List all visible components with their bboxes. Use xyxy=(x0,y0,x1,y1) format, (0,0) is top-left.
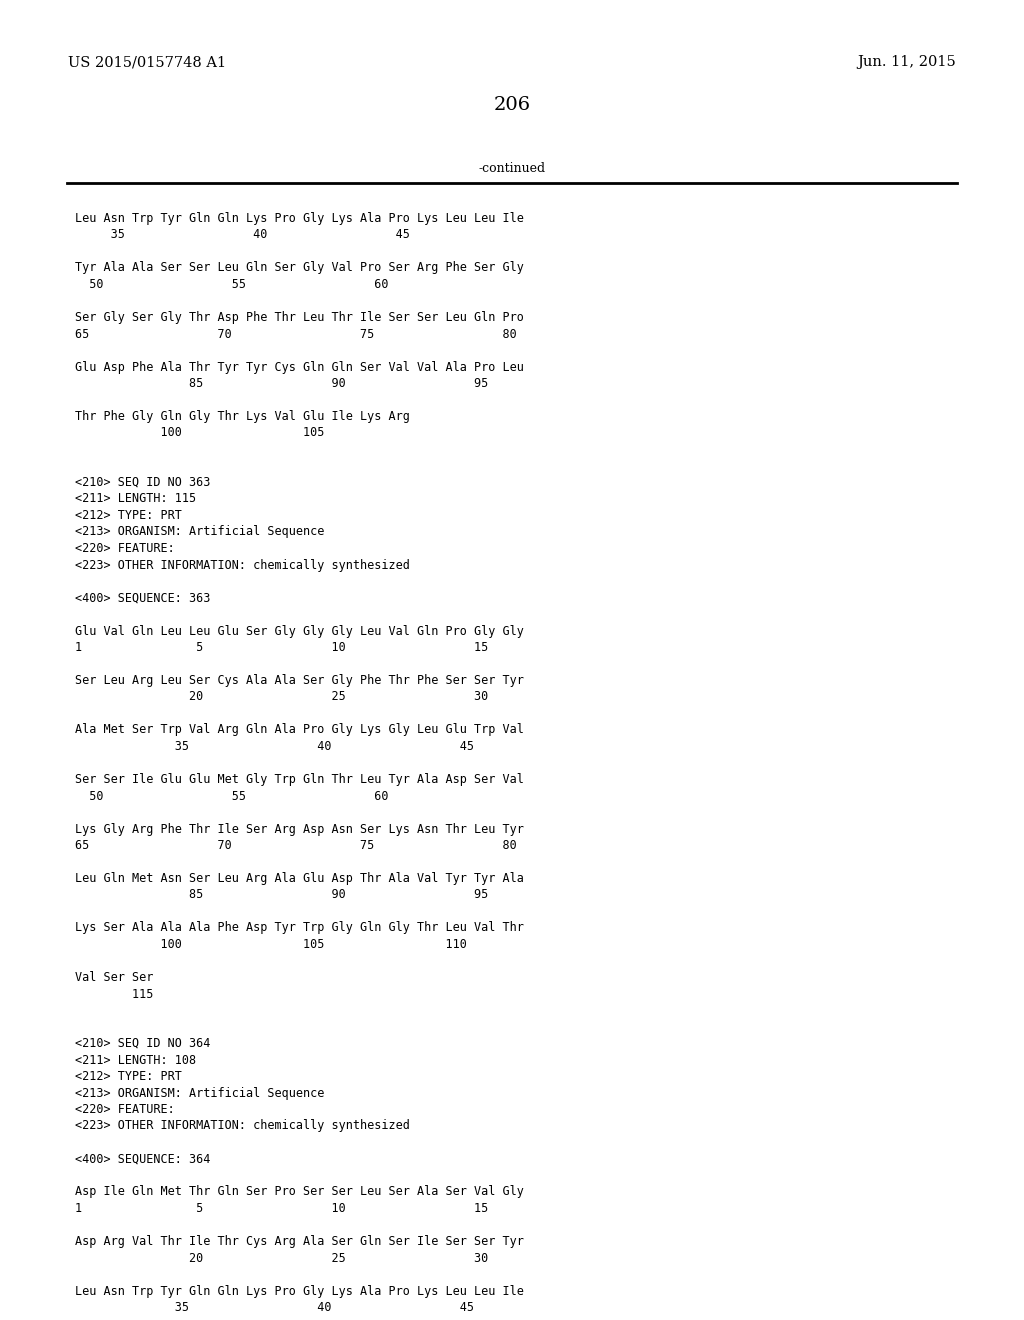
Text: <400> SEQUENCE: 364: <400> SEQUENCE: 364 xyxy=(75,1152,210,1166)
Text: 35                  40                  45: 35 40 45 xyxy=(75,741,474,752)
Text: 35                  40                  45: 35 40 45 xyxy=(75,228,410,242)
Text: Thr Phe Gly Gln Gly Thr Lys Val Glu Ile Lys Arg: Thr Phe Gly Gln Gly Thr Lys Val Glu Ile … xyxy=(75,411,410,422)
Text: Leu Gln Met Asn Ser Leu Arg Ala Glu Asp Thr Ala Val Tyr Tyr Ala: Leu Gln Met Asn Ser Leu Arg Ala Glu Asp … xyxy=(75,873,524,884)
Text: 115: 115 xyxy=(75,987,154,1001)
Text: 65                  70                  75                  80: 65 70 75 80 xyxy=(75,840,517,851)
Text: <213> ORGANISM: Artificial Sequence: <213> ORGANISM: Artificial Sequence xyxy=(75,1086,325,1100)
Text: Jun. 11, 2015: Jun. 11, 2015 xyxy=(857,55,956,69)
Text: <223> OTHER INFORMATION: chemically synthesized: <223> OTHER INFORMATION: chemically synt… xyxy=(75,558,410,572)
Text: 35                  40                  45: 35 40 45 xyxy=(75,1302,474,1313)
Text: <400> SEQUENCE: 363: <400> SEQUENCE: 363 xyxy=(75,591,210,605)
Text: <213> ORGANISM: Artificial Sequence: <213> ORGANISM: Artificial Sequence xyxy=(75,525,325,539)
Text: Glu Val Gln Leu Leu Glu Ser Gly Gly Gly Leu Val Gln Pro Gly Gly: Glu Val Gln Leu Leu Glu Ser Gly Gly Gly … xyxy=(75,624,524,638)
Text: <211> LENGTH: 115: <211> LENGTH: 115 xyxy=(75,492,197,506)
Text: Asp Ile Gln Met Thr Gln Ser Pro Ser Ser Leu Ser Ala Ser Val Gly: Asp Ile Gln Met Thr Gln Ser Pro Ser Ser … xyxy=(75,1185,524,1199)
Text: US 2015/0157748 A1: US 2015/0157748 A1 xyxy=(68,55,226,69)
Text: Tyr Ala Ala Ser Ser Leu Gln Ser Gly Val Pro Ser Arg Phe Ser Gly: Tyr Ala Ala Ser Ser Leu Gln Ser Gly Val … xyxy=(75,261,524,275)
Text: Leu Asn Trp Tyr Gln Gln Lys Pro Gly Lys Ala Pro Lys Leu Leu Ile: Leu Asn Trp Tyr Gln Gln Lys Pro Gly Lys … xyxy=(75,213,524,224)
Text: Ser Ser Ile Glu Glu Met Gly Trp Gln Thr Leu Tyr Ala Asp Ser Val: Ser Ser Ile Glu Glu Met Gly Trp Gln Thr … xyxy=(75,774,524,785)
Text: Ala Met Ser Trp Val Arg Gln Ala Pro Gly Lys Gly Leu Glu Trp Val: Ala Met Ser Trp Val Arg Gln Ala Pro Gly … xyxy=(75,723,524,737)
Text: <211> LENGTH: 108: <211> LENGTH: 108 xyxy=(75,1053,197,1067)
Text: Leu Asn Trp Tyr Gln Gln Lys Pro Gly Lys Ala Pro Lys Leu Leu Ile: Leu Asn Trp Tyr Gln Gln Lys Pro Gly Lys … xyxy=(75,1284,524,1298)
Text: <223> OTHER INFORMATION: chemically synthesized: <223> OTHER INFORMATION: chemically synt… xyxy=(75,1119,410,1133)
Text: <212> TYPE: PRT: <212> TYPE: PRT xyxy=(75,1071,182,1082)
Text: 85                  90                  95: 85 90 95 xyxy=(75,378,488,389)
Text: 1                5                  10                  15: 1 5 10 15 xyxy=(75,642,488,653)
Text: -continued: -continued xyxy=(478,161,546,174)
Text: Asp Arg Val Thr Ile Thr Cys Arg Ala Ser Gln Ser Ile Ser Ser Tyr: Asp Arg Val Thr Ile Thr Cys Arg Ala Ser … xyxy=(75,1236,524,1247)
Text: Ser Leu Arg Leu Ser Cys Ala Ala Ser Gly Phe Thr Phe Ser Ser Tyr: Ser Leu Arg Leu Ser Cys Ala Ala Ser Gly … xyxy=(75,675,524,686)
Text: Val Ser Ser: Val Ser Ser xyxy=(75,972,154,983)
Text: Glu Asp Phe Ala Thr Tyr Tyr Cys Gln Gln Ser Val Val Ala Pro Leu: Glu Asp Phe Ala Thr Tyr Tyr Cys Gln Gln … xyxy=(75,360,524,374)
Text: <210> SEQ ID NO 364: <210> SEQ ID NO 364 xyxy=(75,1038,210,1049)
Text: 100                 105                 110: 100 105 110 xyxy=(75,939,467,950)
Text: <210> SEQ ID NO 363: <210> SEQ ID NO 363 xyxy=(75,477,210,488)
Text: 65                  70                  75                  80: 65 70 75 80 xyxy=(75,327,517,341)
Text: 85                  90                  95: 85 90 95 xyxy=(75,888,488,902)
Text: Ser Gly Ser Gly Thr Asp Phe Thr Leu Thr Ile Ser Ser Leu Gln Pro: Ser Gly Ser Gly Thr Asp Phe Thr Leu Thr … xyxy=(75,312,524,323)
Text: 50                  55                  60: 50 55 60 xyxy=(75,789,388,803)
Text: Lys Gly Arg Phe Thr Ile Ser Arg Asp Asn Ser Lys Asn Thr Leu Tyr: Lys Gly Arg Phe Thr Ile Ser Arg Asp Asn … xyxy=(75,822,524,836)
Text: 206: 206 xyxy=(494,96,530,114)
Text: Lys Ser Ala Ala Ala Phe Asp Tyr Trp Gly Gln Gly Thr Leu Val Thr: Lys Ser Ala Ala Ala Phe Asp Tyr Trp Gly … xyxy=(75,921,524,935)
Text: 20                  25                  30: 20 25 30 xyxy=(75,690,488,704)
Text: 50                  55                  60: 50 55 60 xyxy=(75,279,388,290)
Text: <212> TYPE: PRT: <212> TYPE: PRT xyxy=(75,510,182,521)
Text: 20                  25                  30: 20 25 30 xyxy=(75,1251,488,1265)
Text: <220> FEATURE:: <220> FEATURE: xyxy=(75,543,175,554)
Text: <220> FEATURE:: <220> FEATURE: xyxy=(75,1104,175,1115)
Text: 100                 105: 100 105 xyxy=(75,426,325,440)
Text: 1                5                  10                  15: 1 5 10 15 xyxy=(75,1203,488,1214)
